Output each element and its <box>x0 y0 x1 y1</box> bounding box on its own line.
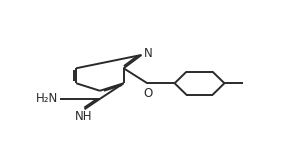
Text: N: N <box>144 47 153 60</box>
Text: NH: NH <box>75 110 92 123</box>
Text: O: O <box>143 87 152 100</box>
Text: H₂N: H₂N <box>35 92 58 105</box>
